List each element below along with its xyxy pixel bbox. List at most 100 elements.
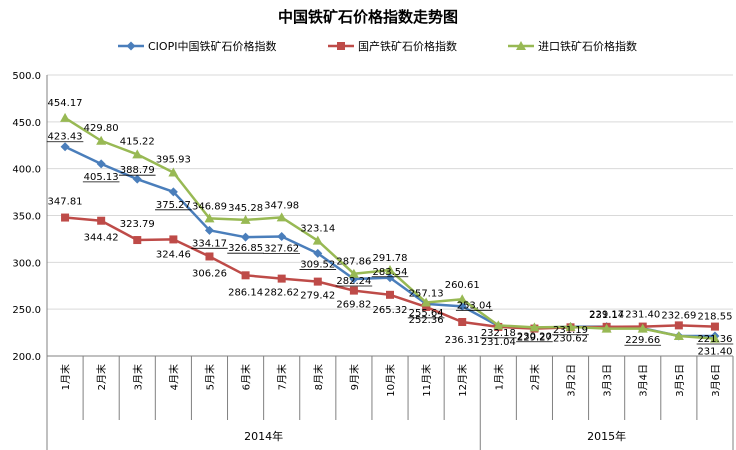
axes: 200.0 250.0 300.0 350.0 400.0 450.0 500.0 1月末 2月… xyxy=(12,71,734,450)
data-point xyxy=(457,294,468,304)
data-point xyxy=(709,333,720,343)
legend-label: 国产铁矿石价格指数 xyxy=(358,39,457,53)
data-point xyxy=(458,317,467,326)
data-point xyxy=(422,302,431,311)
data-point xyxy=(132,174,142,184)
chart-title: 中国铁矿石价格指数走势图 xyxy=(278,8,458,26)
data-label: 255.64 xyxy=(409,308,444,319)
data-point xyxy=(529,322,540,332)
data-label: 405.13 xyxy=(84,172,119,183)
data-label: 286.14 xyxy=(228,287,263,298)
y-tick-label: 350.0 xyxy=(12,212,41,223)
data-label: 221.36 xyxy=(697,334,732,345)
data-point xyxy=(493,320,504,330)
data-point xyxy=(385,265,395,275)
data-point xyxy=(241,271,250,280)
data-label: 291.78 xyxy=(373,253,408,264)
data-point xyxy=(204,225,214,235)
data-label: 232.69 xyxy=(661,310,696,321)
y-tick-label: 300.0 xyxy=(12,258,41,269)
x-tick-label: 1月末 xyxy=(492,364,505,390)
data-label: 454.17 xyxy=(48,98,83,109)
data-point xyxy=(349,286,358,295)
x-tick-label: 6月末 xyxy=(240,364,253,390)
data-point xyxy=(240,214,251,224)
data-label: 279.42 xyxy=(300,291,335,302)
data-label: 347.98 xyxy=(264,200,299,211)
data-label: 269.82 xyxy=(336,300,371,311)
data-label: 283.54 xyxy=(373,267,408,278)
data-label: 230.20 xyxy=(517,332,552,343)
data-point xyxy=(276,212,287,222)
data-label: 231.19 xyxy=(553,325,588,336)
data-label: 282.62 xyxy=(264,288,299,299)
x-tick-label: 5月末 xyxy=(203,364,216,390)
data-label: 229.27 xyxy=(517,333,552,344)
y-tick-label: 250.0 xyxy=(12,305,41,316)
data-point xyxy=(60,142,70,152)
data-label: 232.18 xyxy=(481,328,516,339)
x-tick-label: 2月末 xyxy=(528,364,541,390)
x-tick-label: 3月3日 xyxy=(602,364,614,397)
data-point xyxy=(277,274,286,283)
data-label: 265.32 xyxy=(373,305,408,316)
data-point xyxy=(204,213,215,223)
data-label: 231.40 xyxy=(697,347,732,358)
legend: CIOPI中国铁矿石价格指数 国产铁矿石价格指数 进口铁矿石价格指数 xyxy=(118,39,637,53)
x-tick-label: 3月4日 xyxy=(638,364,650,397)
data-label: 287.86 xyxy=(336,257,371,268)
data-point xyxy=(312,235,323,245)
data-label: 231.14 xyxy=(589,310,624,321)
data-point xyxy=(337,42,345,50)
data-point xyxy=(205,252,214,261)
data-label: 323.14 xyxy=(300,224,335,235)
x-tick-label: 3月末 xyxy=(131,364,144,390)
data-label: 253.04 xyxy=(457,300,492,311)
x-tick-label: 2月末 xyxy=(95,364,108,390)
data-label: 324.46 xyxy=(156,249,191,260)
data-label: 344.42 xyxy=(84,233,119,244)
data-point xyxy=(386,290,394,299)
data-point xyxy=(637,323,648,333)
y-tick-label: 400.0 xyxy=(12,165,41,176)
data-label: 388.79 xyxy=(120,165,155,176)
data-label: 257.13 xyxy=(409,288,444,299)
year-group-label: 2015年 xyxy=(587,429,626,443)
x-tick-label: 12月末 xyxy=(456,364,469,397)
data-point xyxy=(601,323,612,333)
data-point xyxy=(710,322,719,331)
data-point xyxy=(565,321,576,331)
data-label: 345.28 xyxy=(228,203,263,214)
data-point xyxy=(60,112,71,122)
x-tick-label: 8月末 xyxy=(312,364,325,390)
data-point xyxy=(61,213,70,222)
y-tick-label: 450.0 xyxy=(12,118,41,129)
data-point xyxy=(169,235,178,244)
data-label: 323.79 xyxy=(120,219,155,230)
data-point xyxy=(96,159,106,169)
series-layer xyxy=(60,112,720,343)
data-label: 346.89 xyxy=(192,201,227,212)
data-point xyxy=(168,167,179,177)
data-label: 375.27 xyxy=(156,200,191,211)
data-label: 231.40 xyxy=(625,310,660,321)
data-label: 334.17 xyxy=(192,238,227,249)
data-label: 326.85 xyxy=(228,243,263,254)
data-point xyxy=(457,301,467,311)
data-point xyxy=(313,277,322,286)
x-tick-label: 4月末 xyxy=(167,364,180,390)
data-point xyxy=(241,232,251,242)
data-label: 230.62 xyxy=(553,333,588,344)
data-label: 327.62 xyxy=(264,243,299,254)
x-tick-label: 3月5日 xyxy=(674,364,686,397)
x-tick-label: 3月6日 xyxy=(710,364,722,397)
legend-label: CIOPI中国铁矿石价格指数 xyxy=(148,39,276,53)
data-point xyxy=(348,268,359,278)
data-label: 218.55 xyxy=(697,312,732,323)
data-point xyxy=(132,149,143,159)
data-point xyxy=(385,273,395,283)
data-point xyxy=(96,135,107,145)
data-point xyxy=(168,187,178,197)
data-label: 260.61 xyxy=(445,280,480,291)
